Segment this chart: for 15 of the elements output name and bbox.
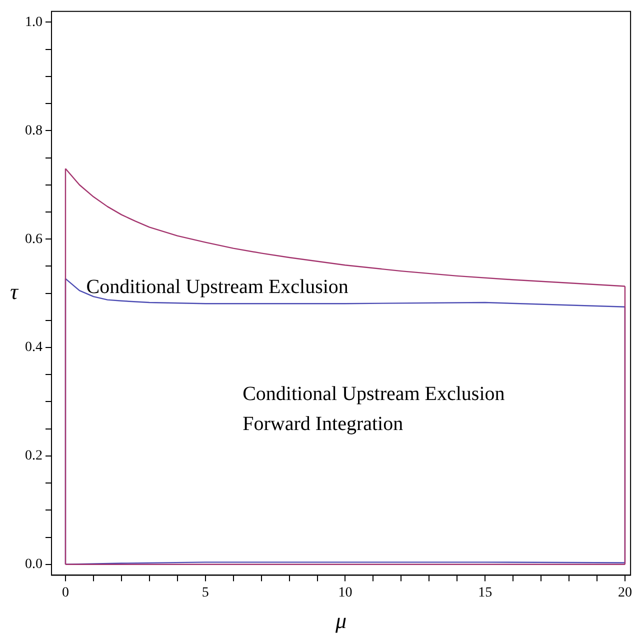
x-axis-title: μ bbox=[334, 608, 347, 633]
y-tick-label: 0.8 bbox=[25, 123, 42, 138]
y-tick-label: 0.4 bbox=[25, 340, 42, 356]
annotation: Conditional Upstream Exclusion Forward Integration bbox=[242, 383, 505, 436]
x-tick-label: 15 bbox=[478, 585, 492, 600]
y-tick-label: 0.2 bbox=[25, 448, 42, 464]
x-tick-label: 20 bbox=[618, 585, 632, 600]
y-tick-label: 0.6 bbox=[25, 232, 42, 247]
x-tick-label: 5 bbox=[202, 585, 209, 600]
y-tick-label: 1.0 bbox=[25, 14, 42, 30]
y-axis-title: τ bbox=[10, 279, 20, 304]
x-tick-label: 10 bbox=[338, 585, 352, 600]
y-tick-label: 0.0 bbox=[25, 557, 42, 572]
annotation: Conditional Upstream Exclusion bbox=[86, 276, 348, 298]
x-tick-label: 0 bbox=[62, 585, 69, 600]
